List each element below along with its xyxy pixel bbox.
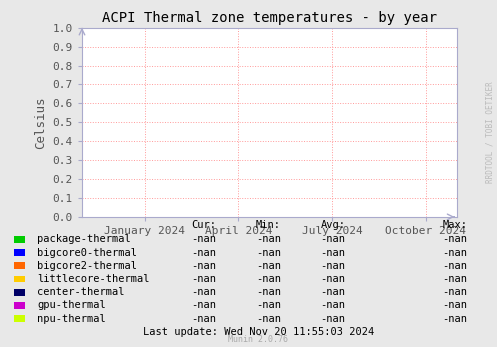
- Text: Min:: Min:: [256, 220, 281, 230]
- Text: -nan: -nan: [191, 287, 216, 297]
- Text: gpu-thermal: gpu-thermal: [37, 301, 106, 310]
- Text: Cur:: Cur:: [191, 220, 216, 230]
- Text: -nan: -nan: [442, 235, 467, 244]
- Text: Munin 2.0.76: Munin 2.0.76: [229, 335, 288, 344]
- Text: -nan: -nan: [321, 261, 345, 271]
- Text: -nan: -nan: [321, 287, 345, 297]
- Text: -nan: -nan: [191, 314, 216, 323]
- Text: -nan: -nan: [191, 235, 216, 244]
- Text: bigcore0-thermal: bigcore0-thermal: [37, 248, 137, 257]
- Text: -nan: -nan: [191, 301, 216, 310]
- Text: RRDTOOL / TOBI OETIKER: RRDTOOL / TOBI OETIKER: [485, 81, 494, 183]
- Text: package-thermal: package-thermal: [37, 235, 131, 244]
- Text: Last update: Wed Nov 20 11:55:03 2024: Last update: Wed Nov 20 11:55:03 2024: [143, 328, 374, 337]
- Text: npu-thermal: npu-thermal: [37, 314, 106, 323]
- Text: -nan: -nan: [256, 314, 281, 323]
- Text: -nan: -nan: [442, 301, 467, 310]
- Text: Max:: Max:: [442, 220, 467, 230]
- Title: ACPI Thermal zone temperatures - by year: ACPI Thermal zone temperatures - by year: [102, 11, 437, 25]
- Text: -nan: -nan: [256, 235, 281, 244]
- Text: -nan: -nan: [321, 314, 345, 323]
- Text: littlecore-thermal: littlecore-thermal: [37, 274, 150, 284]
- Text: -nan: -nan: [256, 301, 281, 310]
- Text: -nan: -nan: [191, 261, 216, 271]
- Text: -nan: -nan: [442, 274, 467, 284]
- Text: Avg:: Avg:: [321, 220, 345, 230]
- Text: -nan: -nan: [256, 274, 281, 284]
- Text: -nan: -nan: [321, 274, 345, 284]
- Text: -nan: -nan: [321, 248, 345, 257]
- Text: -nan: -nan: [256, 287, 281, 297]
- Text: -nan: -nan: [442, 261, 467, 271]
- Text: -nan: -nan: [191, 274, 216, 284]
- Text: -nan: -nan: [321, 235, 345, 244]
- Text: -nan: -nan: [442, 287, 467, 297]
- Text: -nan: -nan: [256, 248, 281, 257]
- Text: -nan: -nan: [256, 261, 281, 271]
- Y-axis label: Celsius: Celsius: [34, 96, 47, 149]
- Text: -nan: -nan: [321, 301, 345, 310]
- Text: center-thermal: center-thermal: [37, 287, 125, 297]
- Text: bigcore2-thermal: bigcore2-thermal: [37, 261, 137, 271]
- Text: -nan: -nan: [442, 314, 467, 323]
- Text: -nan: -nan: [191, 248, 216, 257]
- Text: -nan: -nan: [442, 248, 467, 257]
